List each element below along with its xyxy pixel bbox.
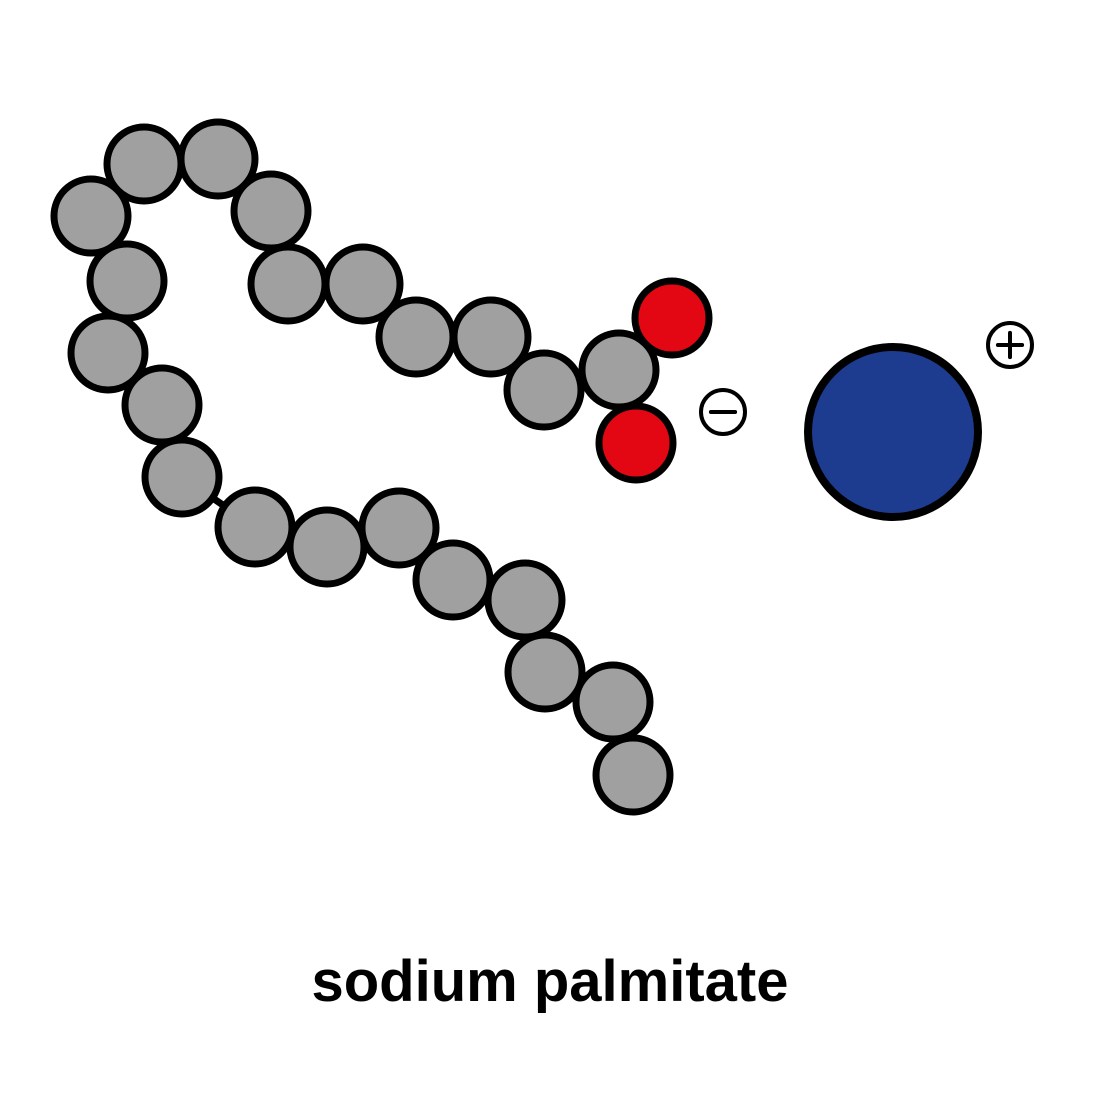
sodium-ion	[808, 347, 978, 517]
compound-name: sodium palmitate	[0, 948, 1100, 1015]
molecule-diagram	[0, 0, 1100, 1100]
minus-charge-icon	[701, 390, 745, 434]
plus-charge-icon	[988, 323, 1032, 367]
